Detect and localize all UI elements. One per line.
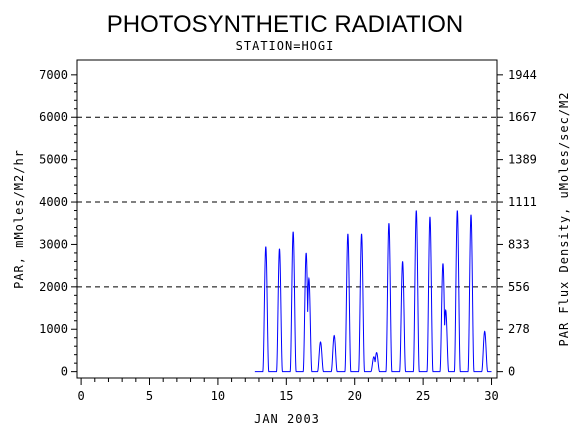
y-tick-label-left: 0 [61, 365, 68, 379]
y-tick-label-left: 1000 [39, 322, 68, 336]
x-axis-label: JAN 2003 [254, 412, 320, 426]
y-tick-label-right: 278 [508, 322, 530, 336]
y-tick-label-right: 833 [508, 237, 530, 251]
y-axis-label-left: PAR, mMoles/M2/hr [12, 149, 26, 289]
x-tick-label: 0 [77, 389, 84, 403]
x-tick-label: 20 [347, 389, 361, 403]
y-axis-label-right: PAR Flux Density, uMoles/sec/M2 [557, 92, 570, 347]
y-tick-label-left: 7000 [39, 68, 68, 82]
par-series-line [254, 210, 492, 373]
axis-ticks [71, 74, 503, 385]
y-tick-label-left: 3000 [39, 237, 68, 251]
x-tick-label: 25 [416, 389, 430, 403]
plot-frame [76, 59, 498, 379]
y-tick-label-right: 1944 [508, 68, 537, 82]
x-tick-label: 5 [146, 389, 153, 403]
y-tick-label-right: 1389 [508, 153, 537, 167]
y-tick-label-right: 1111 [508, 195, 537, 209]
y-tick-label-left: 4000 [39, 195, 68, 209]
x-tick-label: 10 [211, 389, 225, 403]
y-tick-label-left: 6000 [39, 110, 68, 124]
y-tick-label-right: 556 [508, 280, 530, 294]
y-tick-label-left: 5000 [39, 153, 68, 167]
x-tick-label: 15 [279, 389, 293, 403]
x-tick-label: 30 [484, 389, 498, 403]
chart-title: PHOTOSYNTHETIC RADIATION [107, 11, 463, 38]
grid-lines [77, 116, 497, 288]
y-tick-label-left: 2000 [39, 280, 68, 294]
chart-subtitle: STATION=HOGI [236, 39, 335, 53]
y-tick-label-right: 1667 [508, 110, 537, 124]
y-tick-label-right: 0 [508, 365, 515, 379]
tick-labels: 0 1000 2000 3000 4000 5000 6000 7000 0 278 556 833 1… [39, 68, 537, 403]
